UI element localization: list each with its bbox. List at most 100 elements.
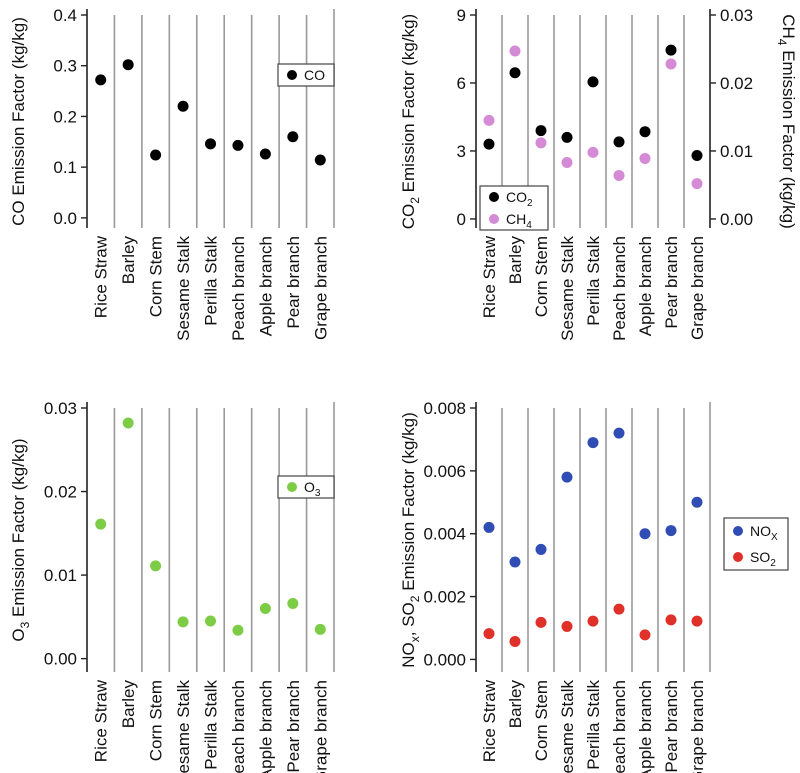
data-point-o3 xyxy=(150,560,162,572)
legend-label-part: CO xyxy=(506,189,527,205)
y-axis-label-part: , SO xyxy=(399,602,418,636)
y-axis-label-part: Emission Factor (kg/kg) xyxy=(399,14,418,197)
category-label: Corn Stem xyxy=(147,680,166,761)
category-label: Corn Stem xyxy=(147,236,166,317)
data-point-so2 xyxy=(561,620,573,632)
data-point-so2 xyxy=(665,614,677,626)
y2-tick-label: 0.03 xyxy=(720,6,753,25)
category-label: Peach branch xyxy=(610,236,629,341)
legend-label-subscript: X xyxy=(771,532,778,543)
y2-tick-label: 0.00 xyxy=(720,210,753,229)
y-tick-label: 0.1 xyxy=(53,158,77,177)
data-point-co2 xyxy=(587,76,599,88)
y-tick-label: 0.006 xyxy=(423,462,466,481)
category-label: Barley xyxy=(119,680,138,729)
legend-label: SO2 xyxy=(750,549,776,569)
category-label: Barley xyxy=(506,236,525,285)
data-point-ch4 xyxy=(691,178,703,190)
data-point-co xyxy=(232,139,244,151)
category-label: Sesame Stalk xyxy=(558,680,577,773)
legend-label: CH4 xyxy=(506,211,532,231)
category-label: Pear branch xyxy=(284,236,303,329)
category-label: Grape branch xyxy=(311,680,330,773)
legend-marker xyxy=(733,526,743,536)
category-label: Apple branch xyxy=(636,236,655,336)
y-tick-label: 0.3 xyxy=(53,57,77,76)
category-label: Corn Stem xyxy=(532,236,551,317)
y-axis-label-part: CO xyxy=(399,204,418,230)
data-point-co xyxy=(205,138,216,150)
category-label: Peach branch xyxy=(229,680,248,773)
y-tick-label: 9 xyxy=(457,6,466,25)
data-point-nox xyxy=(561,471,573,483)
category-label: Rice Straw xyxy=(480,235,499,318)
legend-box xyxy=(723,517,789,571)
category-label: Rice Straw xyxy=(480,679,499,762)
chart-panel-co: 0.0 0.1 0.2 0.3 0.4 CO Emission Factor (kg/kg… xyxy=(9,6,335,341)
y2-axis-label-part: Emission Factor (kg/kg) xyxy=(779,45,798,228)
y-axis-label-subscript: 3 xyxy=(18,621,32,628)
legend-marker xyxy=(489,192,499,202)
data-point-nox xyxy=(509,556,521,568)
y-axis-label: NOx, SO2 Emission Factor (kg/kg) xyxy=(399,412,422,667)
y-tick-label: 0.0 xyxy=(53,209,77,228)
data-point-ch4 xyxy=(535,137,547,149)
data-point-o3 xyxy=(287,597,299,609)
legend-label-part: SO xyxy=(750,549,770,565)
category-label: Corn Stem xyxy=(532,680,551,761)
data-point-ch4 xyxy=(561,157,573,169)
data-point-so2 xyxy=(535,616,547,628)
legend-label-part: NO xyxy=(750,523,771,539)
category-label: Apple branch xyxy=(636,680,655,773)
category-label: Barley xyxy=(506,680,525,729)
data-point-nox xyxy=(665,525,677,537)
y-axis-label-part: Emission Factor (kg/kg) xyxy=(9,438,28,621)
data-point-co2 xyxy=(561,131,573,143)
data-point-co xyxy=(95,74,107,86)
legend-label-part: O xyxy=(304,479,315,495)
data-point-so2 xyxy=(509,636,521,648)
category-label: Grape branch xyxy=(688,236,707,340)
data-point-nox xyxy=(535,543,547,555)
y-tick-label: 3 xyxy=(457,142,466,161)
y-axis-label: CO2 Emission Factor (kg/kg) xyxy=(399,14,422,229)
data-point-o3 xyxy=(177,616,189,628)
category-label: Perilla Stalk xyxy=(584,680,603,770)
data-point-o3 xyxy=(205,615,216,627)
data-point-ch4 xyxy=(639,152,651,164)
y2-axis-label-part: CH xyxy=(779,14,798,39)
category-label: Sesame Stalk xyxy=(558,236,577,341)
category-label: Pear branch xyxy=(662,236,681,329)
y-axis-label: O3 Emission Factor (kg/kg) xyxy=(9,438,32,641)
legend-label-subscript: 2 xyxy=(770,558,776,569)
data-point-co xyxy=(287,131,299,143)
legend-marker xyxy=(733,552,743,562)
y-tick-label: 0.4 xyxy=(53,6,77,25)
data-point-co xyxy=(314,154,326,166)
y-tick-label: 0.03 xyxy=(44,399,77,418)
data-point-ch4 xyxy=(587,146,599,158)
data-point-co2 xyxy=(509,67,521,79)
data-point-so2 xyxy=(613,603,625,615)
y2-axis-label-subscript: 4 xyxy=(775,39,789,46)
category-label: Pear branch xyxy=(284,680,303,773)
data-point-co2 xyxy=(665,44,677,56)
y-tick-label: 6 xyxy=(457,74,466,93)
data-point-nox xyxy=(483,521,495,533)
legend-label: CO2 xyxy=(506,189,533,209)
data-point-co xyxy=(177,100,189,112)
data-point-so2 xyxy=(639,629,651,641)
data-point-o3 xyxy=(122,417,134,429)
y-tick-label: 0.00 xyxy=(44,650,77,669)
data-point-ch4 xyxy=(613,169,625,181)
category-label: Pear branch xyxy=(662,680,681,773)
category-label: Perilla Stalk xyxy=(202,236,221,326)
legend-label: NOX xyxy=(750,523,778,543)
y-axis-label-subscript: 2 xyxy=(408,595,422,602)
data-point-so2 xyxy=(691,615,703,627)
legend-label-subscript: 2 xyxy=(527,198,533,209)
legend-marker xyxy=(287,482,297,492)
data-point-o3 xyxy=(232,624,244,636)
y-axis-label-subscript: 2 xyxy=(408,197,422,204)
legend-label: CO xyxy=(304,67,325,83)
